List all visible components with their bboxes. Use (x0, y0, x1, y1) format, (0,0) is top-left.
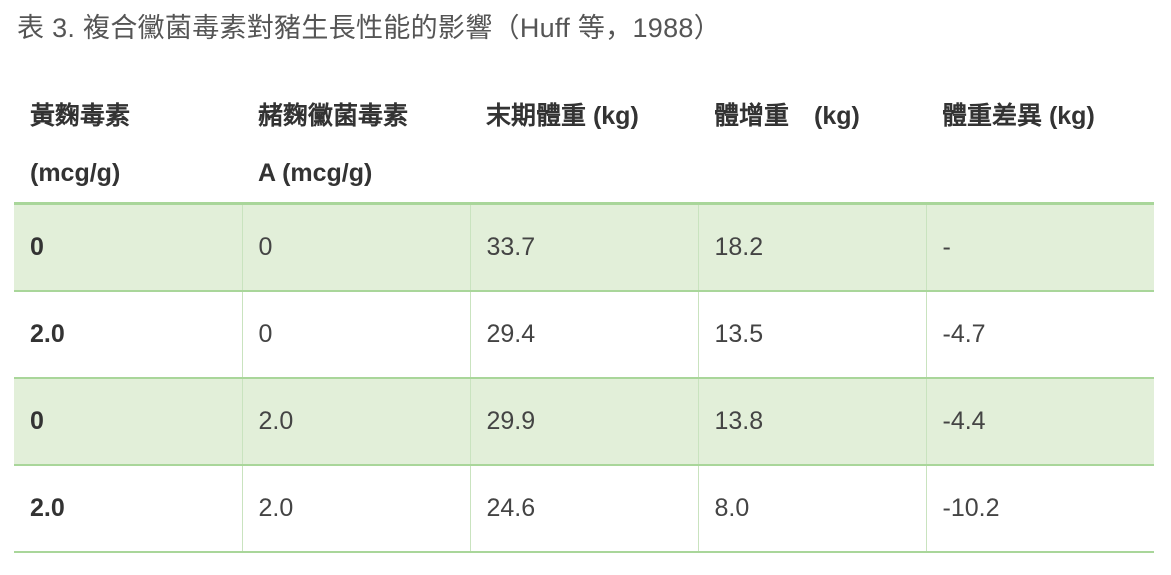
table-row: 2.0 2.0 24.6 8.0 -10.2 (14, 465, 1154, 552)
table-row: 2.0 0 29.4 13.5 -4.7 (14, 291, 1154, 378)
header-line: A (mcg/g) (258, 159, 373, 187)
header-line: (mcg/g) (30, 159, 121, 187)
cell: 2.0 (30, 494, 65, 522)
table-row: 0 0 33.7 18.2 - (14, 203, 1154, 291)
cell: 0 (30, 233, 44, 261)
header-weight-difference: 體重差異 (kg) (942, 102, 1095, 130)
cell: 2.0 (241, 378, 470, 465)
cell: 2.0 (241, 465, 470, 552)
cell: 0 (30, 407, 44, 435)
header-line: 黃麴毒素 (30, 102, 131, 130)
cell: 8.0 (697, 465, 926, 552)
cell: 13.8 (697, 378, 926, 465)
cell: 33.7 (469, 203, 698, 291)
cell: 2.0 (30, 320, 65, 348)
header-aflatoxin: 黃麴毒素 (mcg/g) (14, 80, 242, 204)
cell: 0 (241, 291, 470, 378)
header-weight-gain: 體增重 (kg) (714, 102, 860, 130)
cell: - (925, 203, 1154, 291)
cell: 29.4 (469, 291, 698, 378)
cell: 13.5 (697, 291, 926, 378)
table-caption: 表 3. 複合黴菌毒素對豬生長性能的影響（Huff 等，1988） (17, 13, 722, 43)
header-row: 黃麴毒素 (mcg/g) 赭麴黴菌毒素 A (mcg/g) 末期體重 (kg) 體增… (14, 80, 1154, 204)
cell: -10.2 (925, 465, 1154, 552)
header-final-weight: 末期體重 (kg) (486, 102, 639, 130)
cell: 0 (241, 203, 470, 291)
cell: 29.9 (469, 378, 698, 465)
cell: 24.6 (469, 465, 698, 552)
header-ochratoxin: 赭麴黴菌毒素 A (mcg/g) (242, 80, 470, 204)
cell: 18.2 (697, 203, 926, 291)
data-table: 黃麴毒素 (mcg/g) 赭麴黴菌毒素 A (mcg/g) 末期體重 (kg) 體增… (14, 80, 1154, 553)
cell: -4.7 (925, 291, 1154, 378)
table-row: 0 2.0 29.9 13.8 -4.4 (14, 378, 1154, 465)
cell: -4.4 (925, 378, 1154, 465)
header-line: 赭麴黴菌毒素 (258, 102, 409, 130)
